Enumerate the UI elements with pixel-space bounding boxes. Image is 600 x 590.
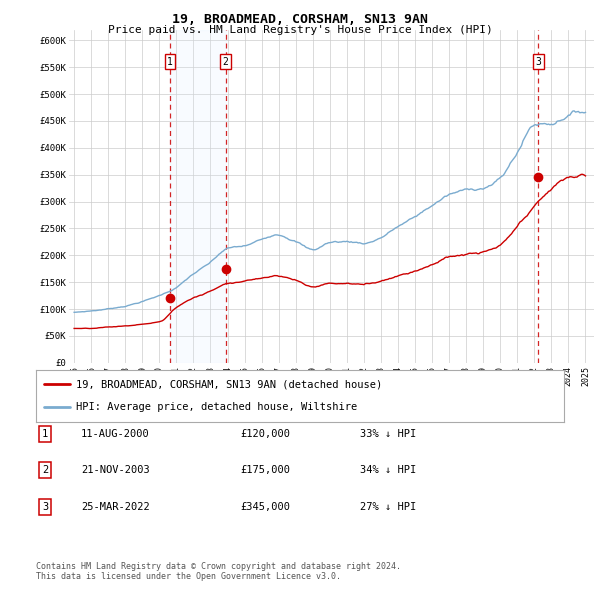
Text: HPI: Average price, detached house, Wiltshire: HPI: Average price, detached house, Wilt… [76,402,357,412]
Text: 1: 1 [42,429,48,438]
Text: 11-AUG-2000: 11-AUG-2000 [81,429,150,438]
Text: 2: 2 [223,57,229,67]
Text: Price paid vs. HM Land Registry's House Price Index (HPI): Price paid vs. HM Land Registry's House … [107,25,493,35]
Text: 19, BROADMEAD, CORSHAM, SN13 9AN: 19, BROADMEAD, CORSHAM, SN13 9AN [172,13,428,26]
Text: 33% ↓ HPI: 33% ↓ HPI [360,429,416,438]
Text: 3: 3 [535,57,541,67]
Text: 3: 3 [42,502,48,512]
Text: 21-NOV-2003: 21-NOV-2003 [81,466,150,475]
Text: £120,000: £120,000 [240,429,290,438]
Text: 1: 1 [167,57,173,67]
Text: 19, BROADMEAD, CORSHAM, SN13 9AN (detached house): 19, BROADMEAD, CORSHAM, SN13 9AN (detach… [76,379,382,389]
Text: 34% ↓ HPI: 34% ↓ HPI [360,466,416,475]
Bar [170,30,226,363]
Text: 25-MAR-2022: 25-MAR-2022 [81,502,150,512]
Text: 2: 2 [42,466,48,475]
Text: £345,000: £345,000 [240,502,290,512]
Text: £175,000: £175,000 [240,466,290,475]
Text: Contains HM Land Registry data © Crown copyright and database right 2024.
This d: Contains HM Land Registry data © Crown c… [36,562,401,581]
Text: 27% ↓ HPI: 27% ↓ HPI [360,502,416,512]
